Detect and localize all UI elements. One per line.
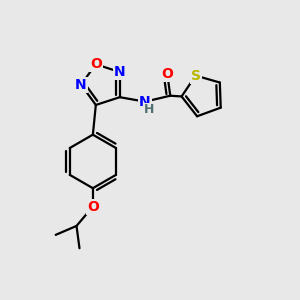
Text: O: O [90,57,102,71]
Text: O: O [161,67,173,81]
Text: H: H [143,103,154,116]
Text: N: N [75,78,87,92]
Text: N: N [114,65,126,79]
Text: S: S [191,69,201,82]
Text: N: N [139,94,151,109]
Text: O: O [87,200,99,214]
